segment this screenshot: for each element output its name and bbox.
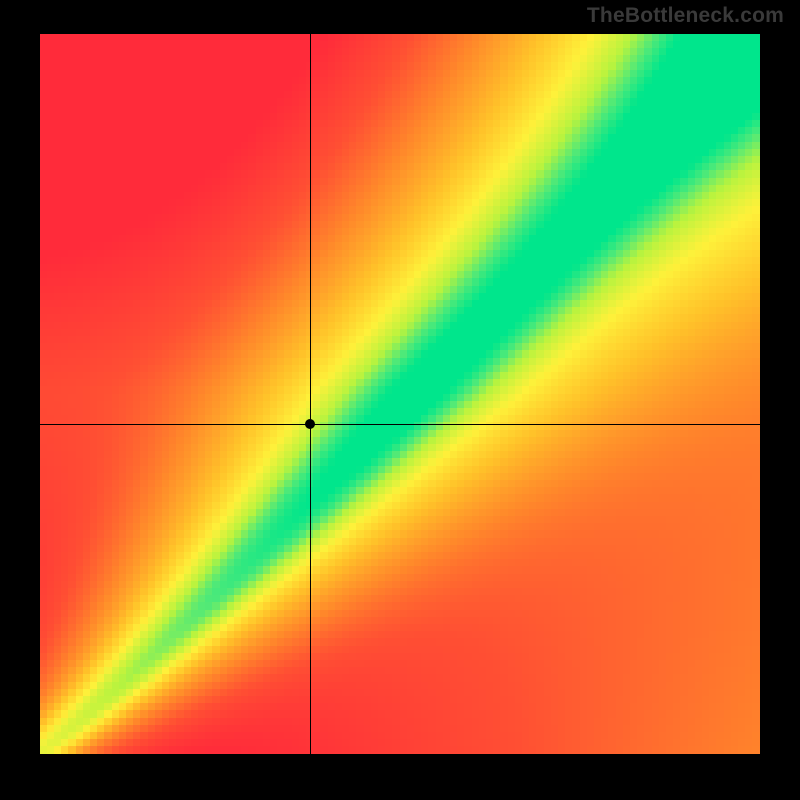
- plot-area: [40, 34, 760, 754]
- bottleneck-heatmap: [40, 34, 760, 754]
- stage: TheBottleneck.com: [0, 0, 800, 800]
- watermark-text: TheBottleneck.com: [587, 4, 784, 28]
